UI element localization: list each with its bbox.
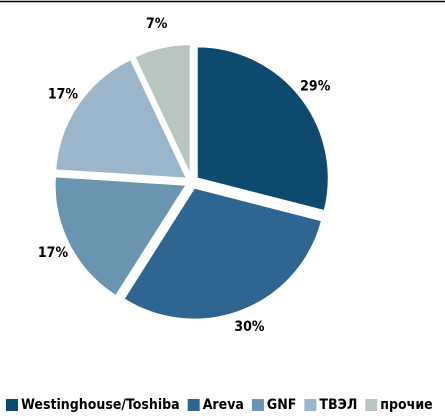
legend-label: ТВЭЛ [319,397,357,413]
legend-label: Areva [203,397,244,413]
data-label: 17% [48,86,79,102]
legend-swatch [187,399,200,411]
data-label: 30% [234,319,265,335]
data-label: 29% [300,78,331,94]
legend-label: GNF [267,397,296,413]
pie-slice [133,43,192,177]
pie-slice [195,45,330,213]
legend-swatch [365,399,378,411]
data-label: 7% [146,16,168,32]
legend-swatch [6,399,18,411]
pie-slice [54,57,189,180]
legend-label: Westinghouse/Toshiba [21,397,180,413]
legend-label: прочие [380,397,432,413]
legend-swatch [304,399,317,411]
legend-swatch [251,399,264,411]
pie-slice [53,175,189,298]
data-label: 17% [38,245,69,261]
pie-slice [122,186,324,321]
